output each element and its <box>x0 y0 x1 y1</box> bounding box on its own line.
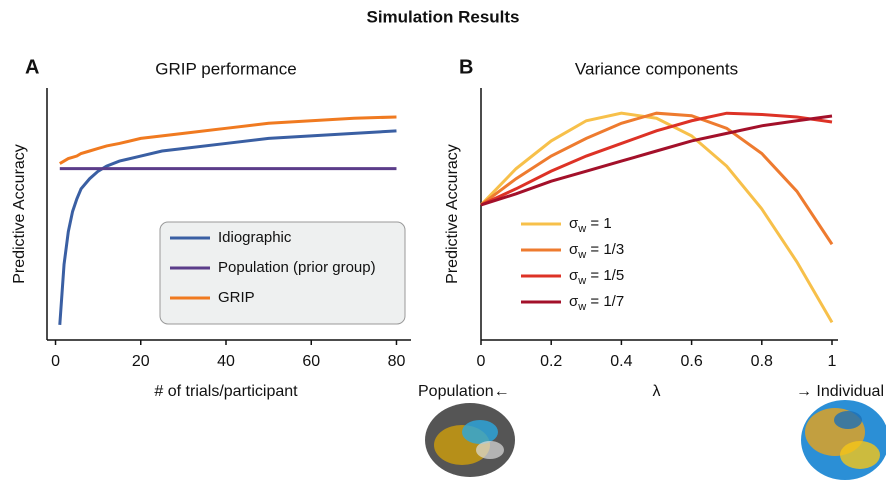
legend-label: σw = 1/3 <box>569 241 624 261</box>
legend-label: σw = 1/5 <box>569 267 624 287</box>
series-line <box>480 111 833 207</box>
legend-label: Population (prior group) <box>218 259 376 276</box>
legend-label-part: σ <box>569 293 579 310</box>
brain-right <box>801 400 886 480</box>
x-tick-label: 0.8 <box>751 353 773 370</box>
chart-title: Variance components <box>575 59 738 78</box>
legend-label: σw = 1/7 <box>569 293 624 313</box>
x-tick-label: 0.6 <box>680 353 702 370</box>
series-line <box>480 114 833 207</box>
annotation: Population← <box>418 383 510 400</box>
legend-label: Idiographic <box>218 229 292 246</box>
legend-label-part: w <box>577 275 586 287</box>
x-tick-label: 0 <box>477 353 486 370</box>
legend-frame <box>159 221 406 325</box>
annotation: → Individual <box>796 383 884 400</box>
legend-label-part: = 1 <box>586 215 611 232</box>
legend-label-part: w <box>577 249 586 261</box>
x-tick-label: 0.2 <box>540 353 562 370</box>
x-tick-label: 0.4 <box>610 353 632 370</box>
x-tick-label: 60 <box>302 353 320 370</box>
y-axis-label: Predictive Accuracy <box>11 144 28 284</box>
legend-label-part: = 1/3 <box>586 241 624 258</box>
legend-label-part: = 1/5 <box>586 267 624 284</box>
brain-left <box>425 403 515 477</box>
legend-label-part: σ <box>569 267 579 284</box>
legend-label: GRIP <box>218 289 255 306</box>
panel-label: B <box>459 56 473 78</box>
legend-label-part: w <box>577 223 586 235</box>
figure-title: Simulation Results <box>366 7 519 26</box>
series-line <box>480 111 834 246</box>
x-tick-label: 20 <box>132 353 150 370</box>
panel-label: A <box>25 56 39 78</box>
legend-label-part: σ <box>569 241 579 258</box>
legend-label-part: σ <box>569 215 579 232</box>
x-tick-label: 80 <box>388 353 406 370</box>
legend-label: σw = 1 <box>569 215 612 235</box>
x-tick-label: 0 <box>51 353 60 370</box>
x-axis-label: λ <box>653 383 661 400</box>
legend-label-part: = 1/7 <box>586 293 624 310</box>
series-line <box>479 111 834 324</box>
x-tick-label: 1 <box>828 353 837 370</box>
series-line <box>58 129 397 325</box>
series-line <box>59 115 397 165</box>
x-axis-label: # of trials/participant <box>154 383 298 400</box>
x-tick-label: 40 <box>217 353 235 370</box>
chart-title: GRIP performance <box>155 59 296 78</box>
legend-label-part: w <box>577 301 586 313</box>
y-axis-label: Predictive Accuracy <box>444 144 461 284</box>
